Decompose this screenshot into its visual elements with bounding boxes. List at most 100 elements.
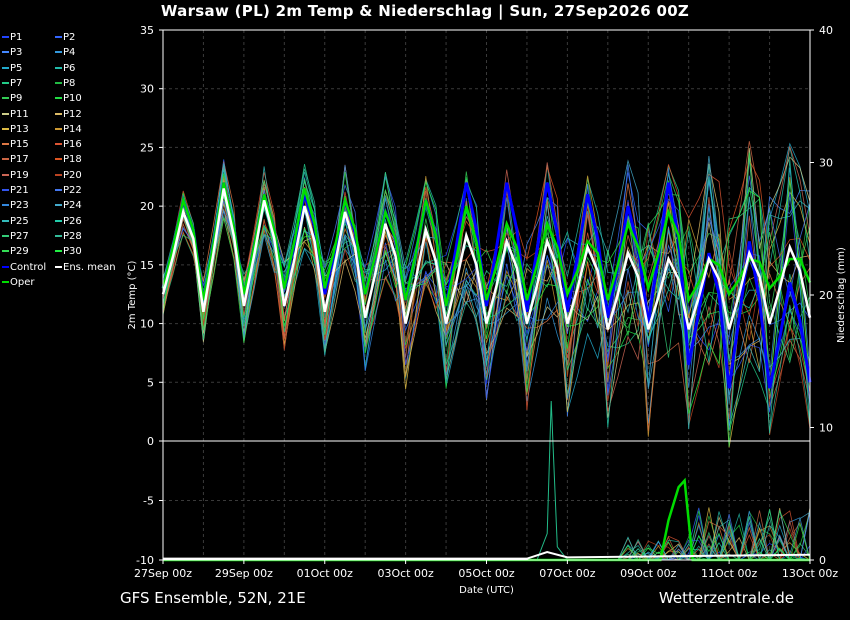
legend-label: P15 [10, 139, 29, 151]
y-tick-label: -10 [136, 554, 154, 567]
y-tick-label: 35 [140, 24, 154, 37]
legend-swatch [2, 189, 9, 191]
legend-swatch [55, 204, 62, 207]
legend-label: P13 [10, 123, 29, 135]
legend-item-p18: P18 [55, 154, 82, 166]
legend-item-p29: P29 [2, 246, 29, 258]
legend-label: Ens. mean [63, 261, 116, 273]
legend-label: P14 [63, 123, 82, 135]
legend-label: P18 [63, 154, 82, 166]
temp-line-p16 [162, 164, 811, 411]
legend-label: P19 [10, 169, 29, 181]
legend-label: P30 [63, 246, 82, 258]
legend-swatch [55, 81, 62, 84]
legend-label: P11 [10, 108, 29, 120]
legend-item-p10: P10 [55, 93, 82, 105]
temp-line-p28 [162, 168, 811, 431]
legend-item-p30: P30 [55, 246, 82, 258]
legend-item-p28: P28 [55, 231, 82, 243]
legend-swatch [2, 204, 9, 207]
legend-swatch [55, 143, 62, 146]
legend-item-p6: P6 [55, 63, 75, 75]
legend-item-p12: P12 [55, 109, 82, 121]
y2-tick-label: 10 [819, 422, 833, 435]
legend-item-p9: P9 [2, 93, 22, 105]
precip-line-ens-mean [163, 551, 811, 560]
x-tick-label: 09Oct 00z [620, 567, 677, 580]
x-tick-label: 01Oct 00z [297, 567, 354, 580]
legend-item-oper: Oper [2, 277, 34, 289]
legend-label: P21 [10, 185, 29, 196]
legend-label: P6 [63, 62, 76, 74]
legend-item-p24: P24 [55, 200, 82, 212]
legend-swatch [55, 51, 62, 54]
legend-item-p26: P26 [55, 216, 82, 228]
legend-swatch [2, 112, 9, 115]
legend-label: P22 [63, 185, 82, 196]
legend-swatch [55, 265, 62, 268]
legend-label: P28 [63, 230, 82, 242]
legend-swatch [55, 36, 62, 38]
x-tick-label: 05Oct 00z [458, 567, 515, 580]
legend-swatch [2, 81, 9, 84]
legend-swatch [55, 66, 62, 69]
legend-label: P2 [63, 32, 76, 43]
legend-item-p14: P14 [55, 124, 82, 136]
legend-swatch [2, 36, 9, 38]
legend-swatch [2, 280, 9, 283]
legend-item-p3: P3 [2, 47, 22, 59]
legend-swatch [2, 173, 9, 176]
legend-label: P3 [10, 47, 23, 59]
y2-tick-label: 40 [819, 24, 833, 37]
legend-swatch [2, 158, 9, 161]
legend-label: P20 [63, 169, 82, 181]
legend-label: P5 [10, 62, 23, 74]
footer-model-info: GFS Ensemble, 52N, 21E [120, 589, 306, 607]
legend-item-p2: P2 [55, 32, 75, 44]
x-tick-label: 11Oct 00z [701, 567, 758, 580]
legend-label: P7 [10, 77, 23, 89]
legend-swatch [55, 234, 62, 237]
legend-swatch [2, 127, 9, 130]
legend-item-p17: P17 [2, 154, 29, 166]
temp-line-p18 [162, 158, 811, 364]
y-tick-label: 10 [140, 318, 154, 331]
legend-swatch [2, 265, 9, 268]
y-tick-label: -5 [143, 495, 154, 508]
legend-item-p19: P19 [2, 170, 29, 182]
legend-label: P26 [63, 215, 82, 227]
legend-item-p1: P1 [2, 32, 22, 44]
legend-swatch [55, 158, 62, 161]
legend-label: P23 [10, 200, 29, 212]
legend-item-p5: P5 [2, 63, 22, 75]
legend-swatch [55, 250, 62, 253]
y-tick-label: 0 [147, 435, 154, 448]
legend-swatch [2, 250, 9, 253]
legend-swatch [55, 112, 62, 115]
precip-spike [536, 400, 568, 561]
legend-label: P17 [10, 154, 29, 166]
y-tick-label: 15 [140, 259, 154, 272]
legend-swatch [55, 127, 62, 130]
y-tick-label: 30 [140, 83, 154, 96]
legend-swatch [55, 97, 62, 100]
legend-item-p8: P8 [55, 78, 75, 90]
legend-label: P16 [63, 139, 82, 151]
x-tick-label: 29Sep 00z [215, 567, 273, 580]
legend-swatch [2, 97, 9, 100]
temp-line-p30 [162, 173, 811, 414]
temp-line-p29 [162, 152, 811, 447]
y-tick-label: 5 [147, 376, 154, 389]
legend-item-p16: P16 [55, 139, 82, 151]
y2-tick-label: 0 [819, 554, 826, 567]
legend-label: P9 [10, 93, 23, 105]
temp-line-ens-mean [161, 188, 812, 330]
x-tick-label: 03Oct 00z [377, 567, 434, 580]
y-tick-label: 20 [140, 200, 154, 213]
y-axis-label: 2m Temp (°C) [127, 260, 138, 329]
legend-label: P29 [10, 246, 29, 258]
legend-label: P10 [63, 93, 82, 105]
legend-swatch [2, 51, 9, 54]
legend-label: Control [10, 261, 47, 273]
